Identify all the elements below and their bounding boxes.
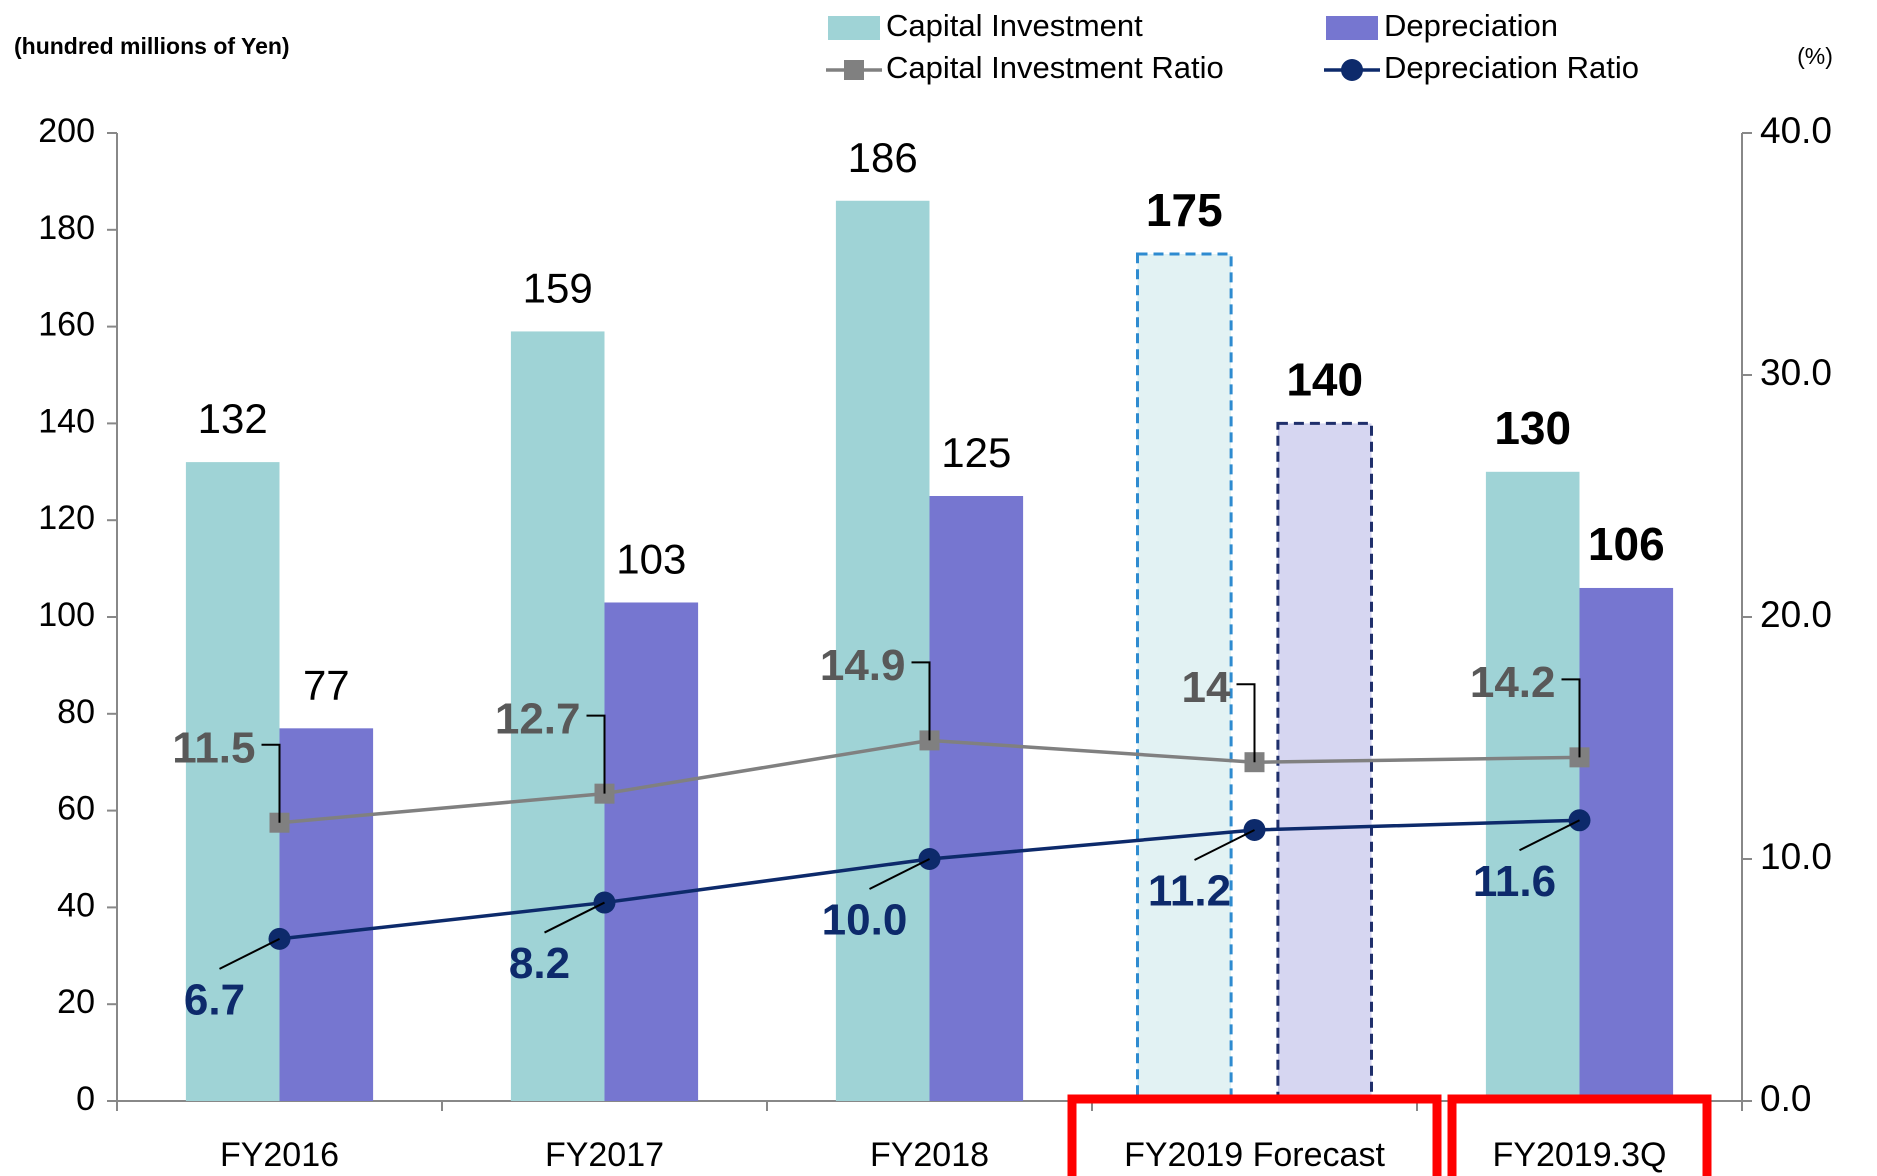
leader-line xyxy=(1236,683,1256,763)
bar xyxy=(604,602,699,1101)
leader-line xyxy=(1519,819,1580,852)
y2-tick-label: 30.0 xyxy=(1760,352,1832,393)
legend-swatch xyxy=(1326,16,1378,40)
ratio-value-label: 12.7 xyxy=(495,694,581,743)
legend-swatch xyxy=(828,16,880,40)
leader-line xyxy=(1561,678,1581,758)
ratio-value-label: 11.6 xyxy=(1473,857,1556,906)
y-tick-label: 100 xyxy=(38,596,95,634)
x-tick-label: FY2019 Forecast xyxy=(1124,1136,1385,1174)
y2-tick-label: 0.0 xyxy=(1760,1078,1811,1119)
y2-tick-label: 20.0 xyxy=(1760,594,1832,635)
y2-tick-label: 10.0 xyxy=(1760,836,1832,877)
y-tick-label: 40 xyxy=(57,886,95,924)
leader-line xyxy=(869,858,930,890)
bar-value-label: 106 xyxy=(1588,518,1665,570)
leader-line xyxy=(219,937,280,970)
ratio-value-label: 6.7 xyxy=(184,975,245,1024)
ratio-value-label: 10.0 xyxy=(822,896,908,945)
bar-value-label: 132 xyxy=(198,395,268,442)
y-tick-label: 20 xyxy=(57,983,95,1021)
leader-line xyxy=(544,901,605,934)
ratio-value-label: 14 xyxy=(1182,663,1231,712)
y-tick-label: 120 xyxy=(38,499,95,537)
legend-label: Capital Investment Ratio xyxy=(886,50,1224,85)
y-tick-label: 160 xyxy=(38,306,95,344)
bar xyxy=(1579,587,1674,1101)
highlight-box xyxy=(1447,1094,1712,1176)
y-tick-label: 200 xyxy=(38,112,95,150)
x-tick-label: FY2016 xyxy=(220,1136,339,1174)
y-tick-label: 80 xyxy=(57,693,95,731)
y-tick-label: 180 xyxy=(38,209,95,247)
bar-value-label: 140 xyxy=(1286,354,1363,406)
bar-value-label: 159 xyxy=(523,265,593,312)
bar-value-label: 130 xyxy=(1494,402,1571,454)
ratio-value-label: 11.2 xyxy=(1148,867,1231,916)
ratio-value-label: 14.2 xyxy=(1470,658,1556,707)
bar xyxy=(1485,471,1580,1101)
bar xyxy=(929,496,1024,1101)
bar-value-label: 103 xyxy=(616,536,686,583)
x-tick-label: FY2018 xyxy=(870,1136,989,1174)
highlight-box xyxy=(1067,1094,1442,1176)
legend-marker xyxy=(1341,59,1363,81)
bar xyxy=(835,200,930,1101)
ratio-value-label: 8.2 xyxy=(509,939,570,988)
bar-value-label: 77 xyxy=(303,661,350,708)
x-tick-label: FY2019.3Q xyxy=(1493,1136,1667,1174)
y-tick-label: 140 xyxy=(38,402,95,440)
leader-line xyxy=(586,714,606,794)
bar-value-label: 175 xyxy=(1146,184,1223,236)
legend-label: Capital Investment xyxy=(886,8,1143,43)
bar xyxy=(1136,252,1233,1103)
legend-marker xyxy=(844,60,864,80)
y-tick-label: 60 xyxy=(57,790,95,828)
bar-value-label: 125 xyxy=(941,429,1011,476)
bar-value-label: 186 xyxy=(848,134,918,181)
ratio-value-label: 11.5 xyxy=(172,723,255,772)
bar xyxy=(185,462,280,1101)
ratio-value-label: 14.9 xyxy=(820,641,906,690)
leader-line xyxy=(911,661,931,741)
y-tick-label: 0 xyxy=(76,1080,95,1118)
y2-axis-label: (%) xyxy=(1797,43,1833,69)
legend-label: Depreciation Ratio xyxy=(1384,50,1639,85)
leader-line xyxy=(261,743,281,823)
y2-tick-label: 40.0 xyxy=(1760,110,1832,151)
legend-label: Depreciation xyxy=(1384,8,1558,43)
y-axis-label: (hundred millions of Yen) xyxy=(14,33,290,59)
leader-line xyxy=(1194,829,1255,861)
bar xyxy=(279,728,374,1101)
x-tick-label: FY2017 xyxy=(545,1136,664,1174)
